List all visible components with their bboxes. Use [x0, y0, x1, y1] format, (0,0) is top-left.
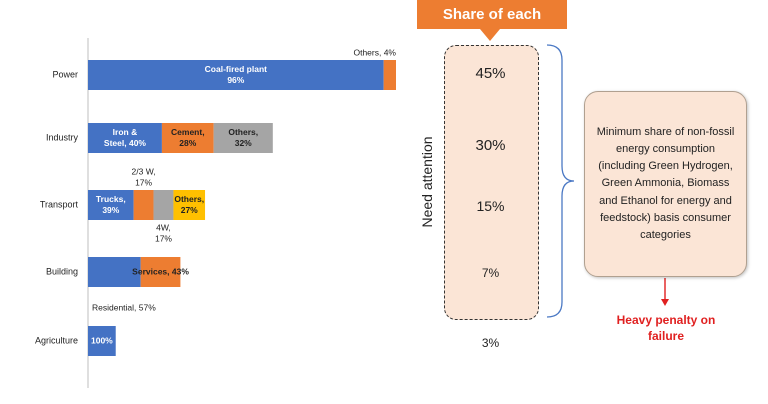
data-label-transport-2-3-w: 17% [135, 177, 152, 187]
need-attention-box [444, 45, 539, 320]
brace-icon [546, 44, 575, 318]
share-value-power: 45% [475, 65, 506, 82]
category-label-transport: Transport [40, 199, 79, 209]
data-label-transport-others: 27% [181, 205, 198, 215]
data-label-power-coal-fired-plant: Coal-fired plant [205, 64, 268, 74]
share-title: Share of each [442, 6, 542, 23]
note-text: Minimum share of non-fossil energy consu… [596, 126, 735, 241]
data-label-industry-iron: Iron & [113, 127, 138, 137]
category-labels: Power Industry Transport Building Agricultur… [35, 69, 79, 345]
bar-industry-iron [88, 123, 162, 153]
data-label-transport-trucks: Trucks, [96, 194, 126, 204]
data-label-transport-4w: 4W, [156, 222, 171, 232]
data-label-transport-2-3-w: 2/3 W, [132, 166, 156, 176]
data-label-industry-cement: 28% [179, 138, 196, 148]
data-label-transport-trucks: 39% [102, 205, 119, 215]
category-label-building: Building [46, 266, 78, 276]
bar-transport-2-3-w [133, 190, 154, 220]
arrow-down-icon [661, 299, 669, 306]
share-value-building: 7% [481, 266, 500, 280]
data-label-industry-cement: Cement, [171, 127, 205, 137]
bar-building-services [140, 257, 181, 287]
share-value-industry: 30% [475, 137, 506, 154]
category-label-agriculture: Agriculture [35, 335, 78, 345]
share-of-each-banner: Share of each [417, 0, 567, 29]
category-label-industry: Industry [46, 132, 79, 142]
data-label-power-others: Others, 4% [353, 47, 396, 57]
bar-industry-cement [161, 123, 214, 153]
note-box: Minimum share of non-fossil energy consu… [584, 91, 747, 277]
bar-agriculture-100 [88, 326, 116, 356]
share-value-agriculture: 3% [481, 336, 500, 350]
bar-transport-trucks [88, 190, 134, 220]
bar-building-residential [88, 257, 141, 287]
data-label-power-coal-fired-plant: 96% [227, 75, 244, 85]
bar-power-coal-fired-plant [88, 60, 384, 90]
data-label-transport-others: Others, [174, 194, 204, 204]
data-label-industry-iron: Steel, 40% [104, 138, 146, 148]
banner-arrow-icon [480, 29, 500, 41]
bar-industry-others [213, 123, 273, 153]
data-label-agriculture-100: 100% [91, 335, 113, 345]
category-label-power: Power [52, 69, 78, 79]
bar-transport-others [173, 190, 206, 220]
data-label-transport-4w: 17% [155, 233, 172, 243]
data-label-industry-others: 32% [235, 138, 252, 148]
need-attention-label: Need attention [419, 136, 435, 228]
bar-segments [88, 60, 396, 356]
data-label-building-residential: Residential, 57% [92, 302, 156, 312]
bar-transport-4w [153, 190, 174, 220]
data-label-industry-others: Others, [228, 127, 258, 137]
share-value-transport: 15% [476, 198, 505, 214]
data-label-building-services: Services, 43% [132, 266, 189, 276]
penalty-label: Heavy penalty on failure [616, 313, 716, 343]
bar-power-others [383, 60, 396, 90]
